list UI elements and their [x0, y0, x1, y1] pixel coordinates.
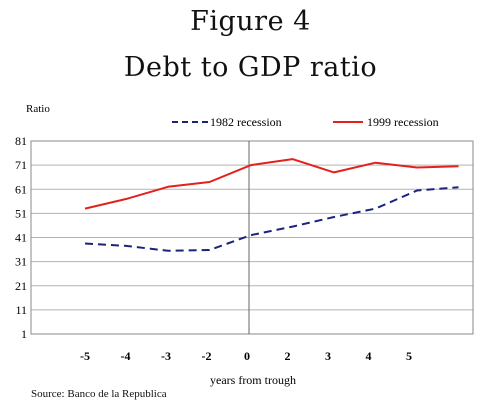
y-tick-label: 41 [15, 231, 27, 245]
y-tick-label: 1 [21, 327, 27, 341]
series-line-1982 [84, 186, 459, 252]
x-tick-label: -4 [121, 349, 131, 363]
x-axis-label: years from trough [210, 373, 296, 387]
legend-label-1999: 1999 recession [367, 115, 439, 129]
y-tick-label: 71 [15, 158, 27, 172]
x-tick-label: -2 [202, 349, 212, 363]
figure-number: Figure 4 [190, 6, 311, 37]
legend-label-1982: 1982 recession [210, 115, 282, 129]
y-tick-label: 81 [15, 134, 27, 148]
x-tick-label: 0 [244, 349, 250, 363]
y-tick-label: 51 [15, 206, 27, 220]
x-tick-label: 3 [325, 349, 331, 363]
y-tick-label: 31 [15, 255, 27, 269]
legend: 1982 recession 1999 recession [172, 115, 439, 129]
x-tick-label: 2 [285, 349, 291, 363]
y-tick-label: 61 [15, 182, 27, 196]
y-tick-label: 21 [15, 279, 27, 293]
x-tick-label: 5 [406, 349, 412, 363]
plot-border [30, 140, 474, 335]
series-line-1999 [84, 158, 459, 210]
x-tick-label: -5 [80, 349, 90, 363]
x-tick-label: -3 [161, 349, 171, 363]
series-lines [84, 158, 459, 252]
x-tick-label: 4 [366, 349, 372, 363]
gridlines [31, 164, 473, 311]
y-axis-label: Ratio [26, 103, 50, 115]
y-tick-label: 11 [15, 303, 27, 317]
x-axis-ticks: -5 -4 -3 -2 0 2 3 4 5 [80, 349, 412, 363]
chart-title: Debt to GDP ratio [123, 52, 378, 83]
source-note: Source: Banco de la Republica [31, 388, 167, 400]
